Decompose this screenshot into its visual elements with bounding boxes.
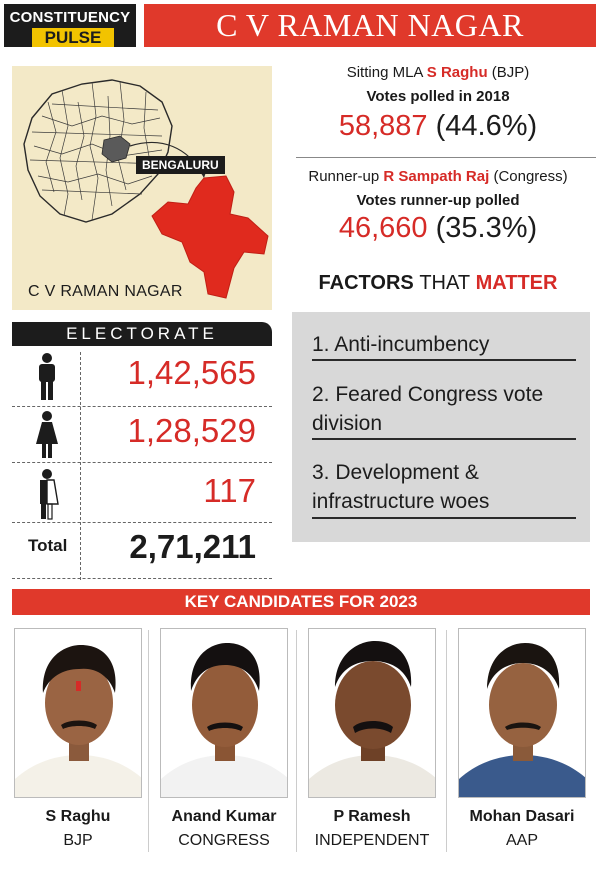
runner-up-votes: 46,660 [338,212,428,244]
candidate-party: CONGRESS [178,832,270,849]
electorate-row-divider [12,406,272,407]
candidate-separator [446,630,447,852]
mla-divider [296,157,596,158]
factor-rule [312,517,576,519]
runner-up-prefix: Runner-up [308,168,380,185]
page-title: C V RAMAN NAGAR [144,4,596,47]
runner-up-party: (Congress) [493,168,568,185]
candidate-portrait [309,629,435,797]
candidate-portrait [161,629,287,797]
constituency-pulse-badge: CONSTITUENCY PULSE [4,4,136,47]
badge-line2: PULSE [32,28,114,47]
badge-line1: CONSTITUENCY [9,9,131,26]
candidate-photo [14,628,142,798]
sitting-mla-prefix: Sitting MLA [346,64,423,81]
candidate-party: INDEPENDENT [314,832,430,849]
electorate-column-divider [80,352,81,580]
electorate-row-divider [12,462,272,463]
candidate-photo [308,628,436,798]
factors-heading-part3: MATTER [475,272,558,294]
electorate-total-value: 2,71,211 [129,528,256,565]
runner-up-votes-label: Votes runner-up polled [356,192,520,209]
electorate-female-value: 1,28,529 [127,412,256,449]
candidate-separator [296,630,297,852]
sitting-mla-name: S Raghu [426,64,488,81]
candidate-name: S Raghu [45,808,111,825]
candidate-portrait [15,629,141,797]
factor-rule [312,359,576,361]
factor-item: 3. Development & infrastructure woes [312,461,490,513]
runner-up-votes-line: 46,660 (35.3%) [280,212,596,245]
electorate-male-value: 1,42,565 [127,354,256,391]
constituency-map: BENGALURU [12,66,272,310]
sitting-mla-line: Sitting MLA S Raghu (BJP) [280,64,596,81]
candidate-portrait [459,629,585,797]
sitting-mla-percent: (44.6%) [435,110,538,142]
electorate-other-value: 117 [203,472,256,509]
electorate-row-divider [12,522,272,523]
runner-up-name: R Sampath Raj [383,168,490,185]
sitting-mla-votes-label: Votes polled in 2018 [366,88,510,105]
transgender-icon [40,469,59,520]
factors-heading-part1: FACTORS [318,272,414,294]
factors-panel [292,312,590,542]
male-icon [39,353,55,400]
factor-item: 1. Anti-incumbency [312,333,490,356]
factor-rule [312,438,576,440]
candidate-photo [160,628,288,798]
female-icon [36,411,58,458]
factors-heading-part2: THAT [419,272,471,294]
candidate-photo [458,628,586,798]
electorate-heading: ELECTORATE [12,322,272,346]
sitting-mla-party: (BJP) [491,64,530,81]
map-constituency-label: C V RAMAN NAGAR [28,283,183,300]
electorate-total-label: Total [28,536,68,555]
runner-up-line: Runner-up R Sampath Raj (Congress) [280,168,596,185]
candidate-party: AAP [505,832,538,849]
runner-up-percent: (35.3%) [435,212,538,244]
bengaluru-map-graphic [23,79,269,299]
city-tag: BENGALURU [136,156,225,174]
key-candidates-heading: KEY CANDIDATES FOR 2023 [12,589,590,615]
electorate-row-divider [12,578,272,579]
factors-heading: FACTORS THAT MATTER [280,272,596,295]
factor-item: 2. Feared Congress vote division [312,383,544,435]
candidate-name: Mohan Dasari [469,808,575,825]
sitting-mla-votes: 58,887 [338,110,428,142]
candidate-name: P Ramesh [333,808,411,825]
candidate-name: Anand Kumar [171,808,277,825]
sitting-mla-votes-line: 58,887 (44.6%) [280,110,596,143]
candidate-separator [148,630,149,852]
candidate-party: BJP [63,832,93,849]
